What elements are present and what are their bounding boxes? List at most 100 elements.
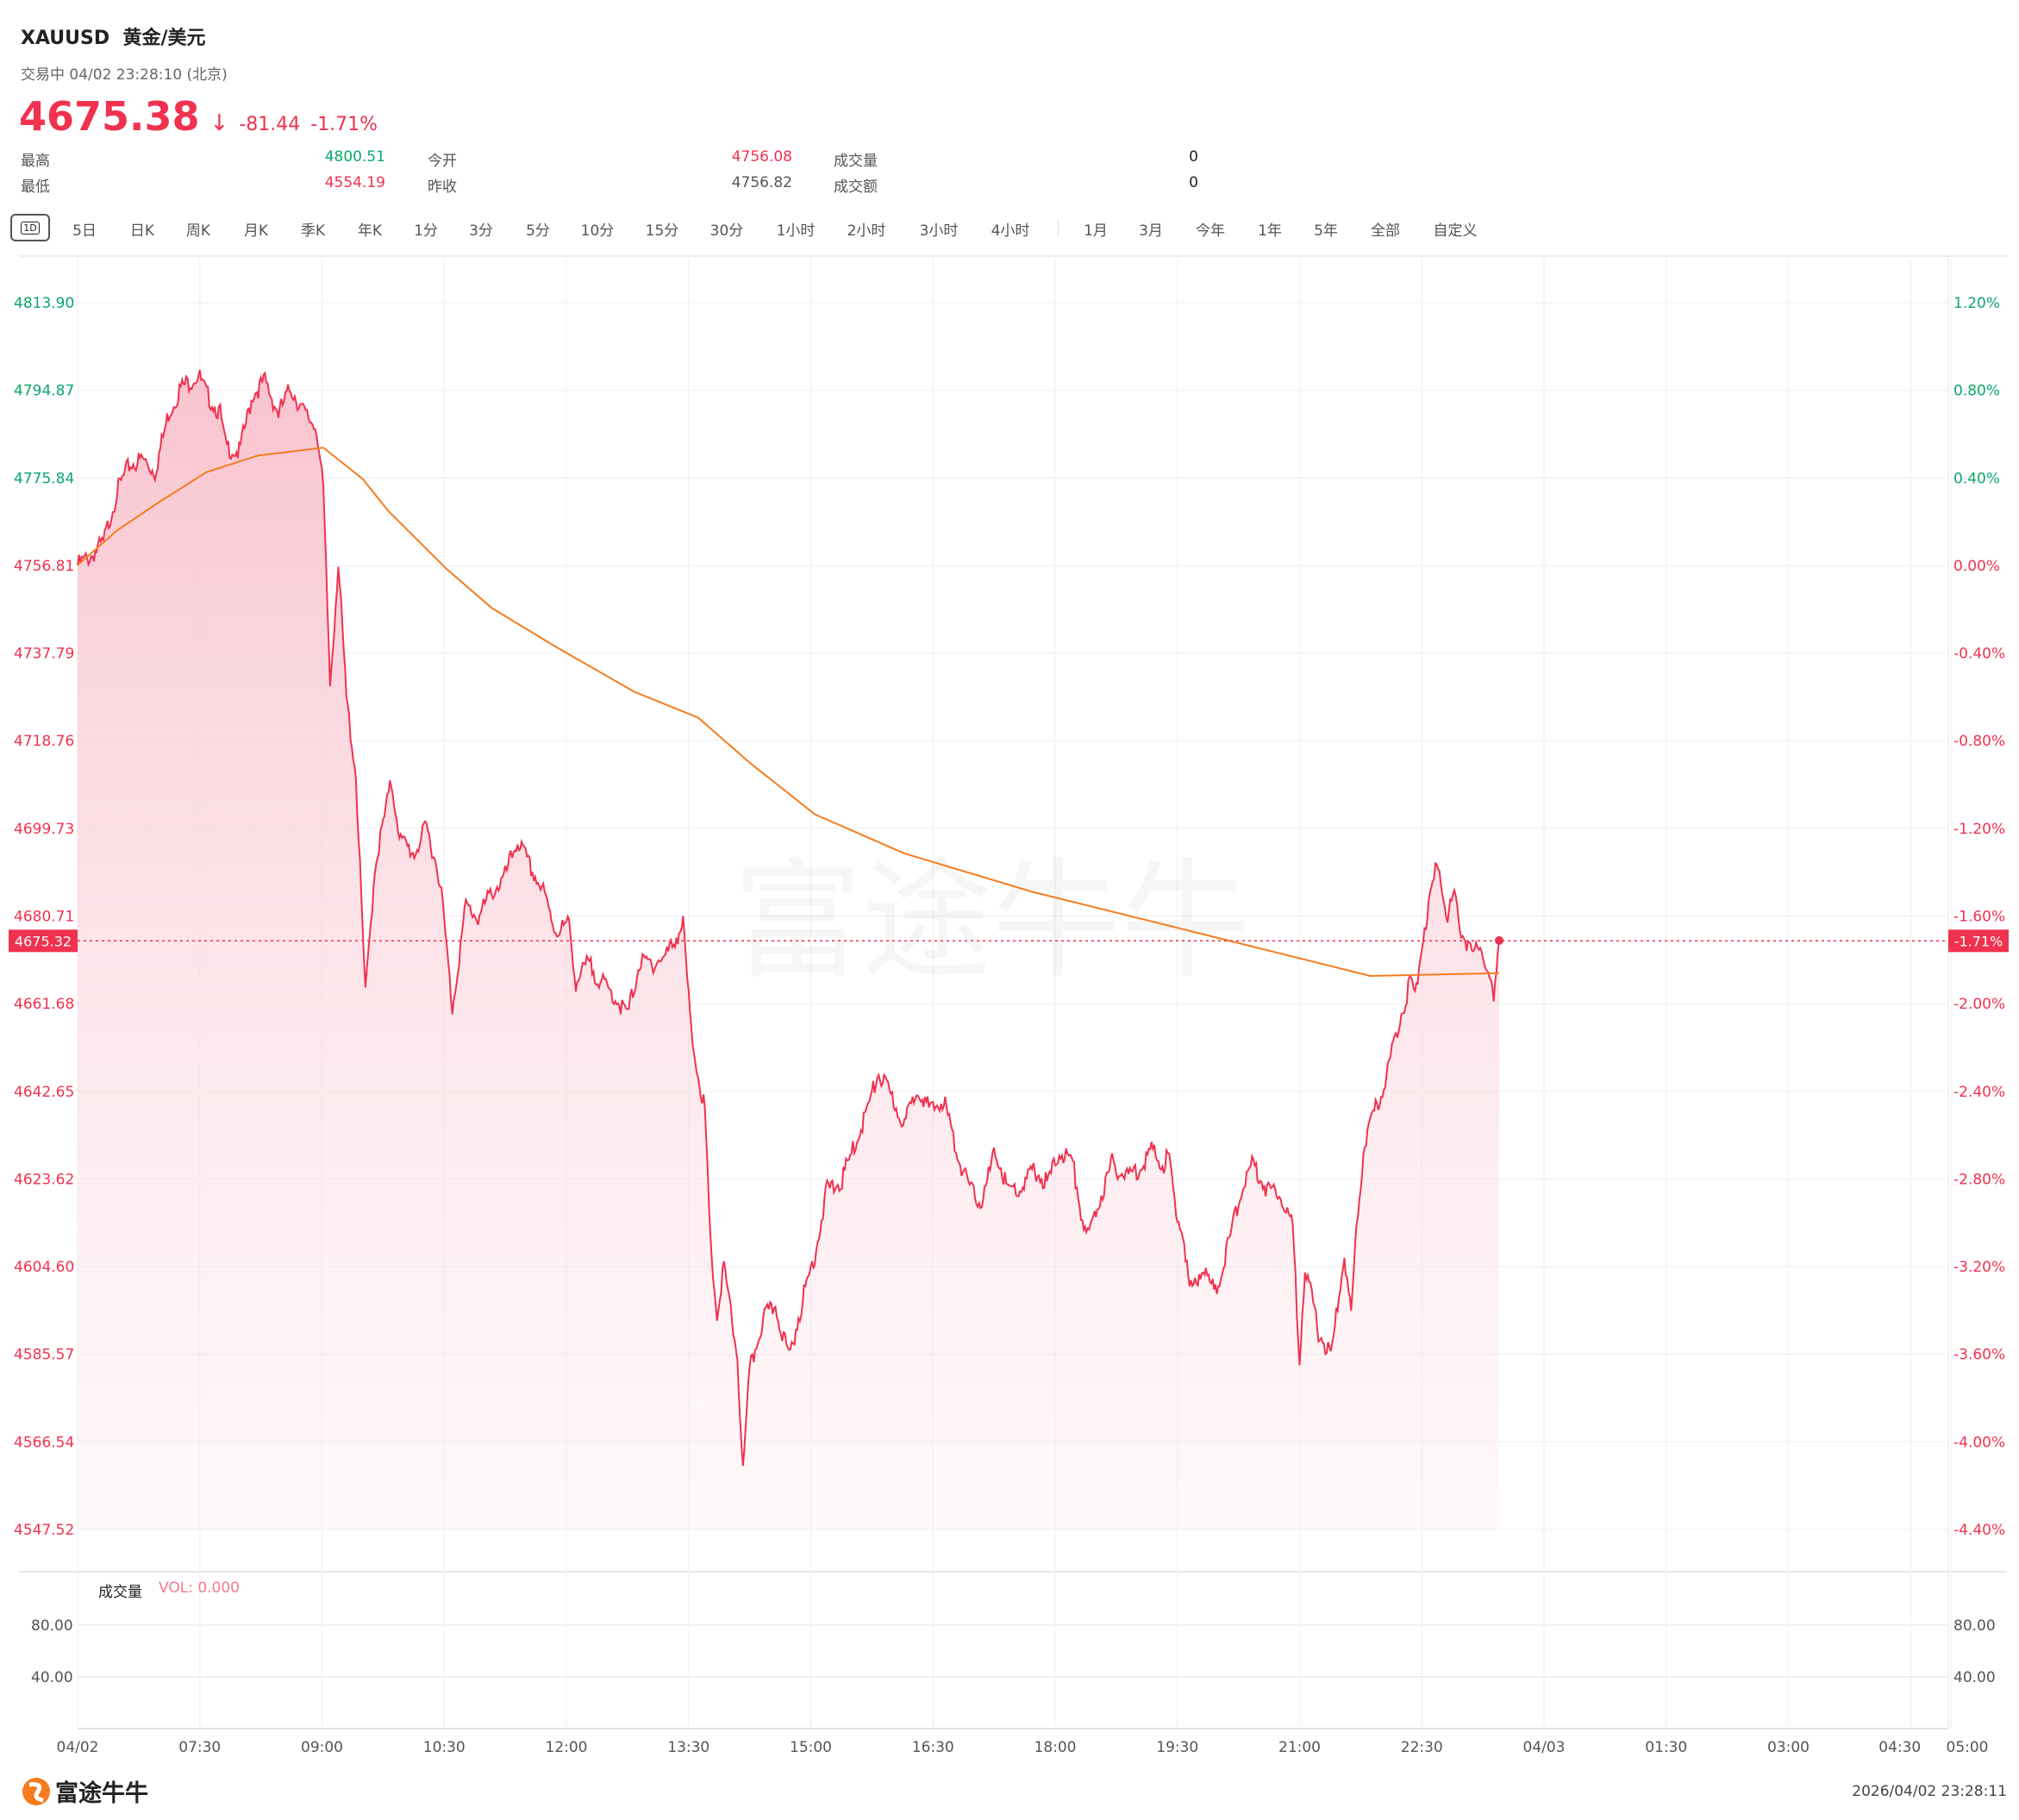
stat-label-high: 最高: [21, 153, 50, 170]
tab-1[interactable]: 日K: [129, 222, 155, 240]
volume-value: VOL: 0.000: [159, 1579, 240, 1597]
current-pct-tag-text: -1.71%: [1954, 933, 2003, 949]
tab-16[interactable]: 1月: [1084, 222, 1108, 240]
y-tick-label: 4547.52: [14, 1522, 74, 1539]
tab-5[interactable]: 年K: [357, 222, 383, 240]
tab-0[interactable]: 5日: [72, 222, 97, 240]
x-tick-label: 04:30: [1878, 1739, 1921, 1756]
x-tick-label: 03:00: [1767, 1739, 1810, 1756]
y-tick-label: 4585.57: [14, 1347, 74, 1364]
y-tick-label: 4661.68: [14, 996, 74, 1013]
futu-logo-icon: [22, 1777, 50, 1805]
y-tick-pct-label: -3.20%: [1953, 1259, 2005, 1276]
x-tick-label: 01:30: [1645, 1739, 1687, 1756]
y-tick-label: 4775.84: [14, 470, 74, 487]
y-tick-label: 4699.73: [14, 821, 74, 838]
tab-4[interactable]: 季K: [300, 222, 326, 240]
price-line: [77, 369, 1500, 1467]
x-tick-label: 16:30: [912, 1739, 954, 1756]
y-tick-label: 4680.71: [14, 909, 74, 926]
x-tick-label: 10:30: [423, 1739, 466, 1756]
y-tick-label: 4756.81: [14, 558, 74, 575]
current-price-dot: [1495, 935, 1504, 945]
tab-1d[interactable]: 1D: [10, 214, 50, 241]
tab-6[interactable]: 1分: [414, 222, 438, 240]
x-tick-label: 18:00: [1035, 1739, 1077, 1756]
y-tick-label: 4737.79: [14, 646, 74, 663]
current-price-tag-text: 4675.32: [15, 933, 72, 949]
y-tick-label: 4604.60: [14, 1259, 74, 1276]
stat-value-turnover: 0: [1189, 174, 1198, 191]
x-tick-label: 07:30: [178, 1739, 221, 1756]
y-tick-pct-label: -3.60%: [1953, 1347, 2005, 1364]
symbol-title: XAUUSD 黄金/美元: [21, 28, 206, 49]
tab-3[interactable]: 月K: [243, 222, 269, 240]
y-tick-pct-label: -4.40%: [1953, 1522, 2005, 1539]
y-tick-pct-label: -2.00%: [1953, 996, 2005, 1013]
tab-10[interactable]: 15分: [645, 222, 679, 240]
tab-14[interactable]: 3小时: [919, 222, 959, 240]
average-price-line: [77, 447, 1500, 978]
x-tick-label: 15:00: [790, 1739, 832, 1756]
watermark: 富途牛牛: [733, 847, 1250, 997]
y-tick-pct-label: -2.40%: [1953, 1084, 2005, 1101]
stat-value-volume: 0: [1189, 148, 1198, 166]
tab-15[interactable]: 4小时: [991, 222, 1030, 240]
stat-value-high: 4800.51: [324, 148, 385, 166]
stat-value-open: 4756.08: [731, 148, 792, 166]
tab-19[interactable]: 1年: [1258, 222, 1282, 240]
x-tick-label: 04/03: [1523, 1739, 1566, 1756]
tab-9[interactable]: 10分: [580, 222, 615, 240]
y-tick-label: 4642.65: [14, 1084, 74, 1101]
volume-tick-label: 80.00: [31, 1617, 73, 1635]
tab-17[interactable]: 3月: [1139, 222, 1163, 240]
tab-13[interactable]: 2小时: [847, 222, 886, 240]
tab-20[interactable]: 5年: [1314, 222, 1338, 240]
volume-tick-label-right: 40.00: [1953, 1669, 1996, 1686]
stat-value-low: 4554.19: [324, 174, 385, 191]
price-area-fill: [78, 370, 1500, 1529]
stat-label-turnover: 成交额: [834, 178, 878, 196]
y-tick-label: 4566.54: [14, 1434, 74, 1451]
tab-12[interactable]: 1小时: [776, 222, 816, 240]
tab-22[interactable]: 自定义: [1433, 222, 1478, 240]
price-row: 4675.38 ↓ -81.44 -1.71%: [19, 93, 378, 140]
price-change: -81.44: [239, 114, 301, 135]
y-tick-pct-label: -4.00%: [1953, 1434, 2005, 1451]
tab-21[interactable]: 全部: [1371, 222, 1400, 240]
tab-11[interactable]: 30分: [709, 222, 744, 240]
y-tick-label: 4813.90: [14, 295, 74, 312]
y-tick-pct-label: -0.80%: [1953, 733, 2005, 750]
down-arrow-icon: ↓: [209, 110, 229, 136]
trading-status: 交易中 04/02 23:28:10 (北京): [21, 66, 228, 84]
last-price: 4675.38: [19, 93, 200, 140]
tab-2[interactable]: 周K: [185, 222, 211, 240]
stat-label-prev-close: 昨收: [428, 178, 457, 196]
x-tick-label: 04/02: [57, 1739, 99, 1756]
x-tick-label: 09:00: [301, 1739, 343, 1756]
x-tick-label: 19:30: [1156, 1739, 1198, 1756]
y-tick-pct-label: 1.20%: [1953, 295, 2000, 312]
y-tick-pct-label: 0.40%: [1953, 470, 2000, 487]
stat-label-open: 今开: [428, 153, 457, 170]
y-tick-pct-label: -1.20%: [1953, 821, 2005, 838]
tab-8[interactable]: 5分: [526, 222, 550, 240]
y-tick-label: 4718.76: [14, 733, 74, 750]
stat-label-low: 最低: [21, 178, 50, 196]
brand-logo: 富途牛牛: [21, 1774, 148, 1808]
toolbar-divider: [1058, 220, 1059, 237]
stat-label-volume: 成交量: [834, 153, 878, 170]
tab-18[interactable]: 今年: [1196, 222, 1225, 240]
tab-7[interactable]: 3分: [469, 222, 493, 240]
x-tick-label: 05:00: [1947, 1739, 1989, 1756]
y-tick-label: 4623.62: [14, 1171, 74, 1188]
stat-value-prev-close: 4756.82: [731, 174, 792, 191]
x-tick-label: 22:30: [1401, 1739, 1443, 1756]
y-tick-pct-label: -2.80%: [1953, 1171, 2005, 1188]
footer-timestamp: 2026/04/02 23:28:11: [1852, 1783, 2007, 1800]
current-pct-tag: [1948, 929, 2009, 953]
volume-label: 成交量: [98, 1584, 142, 1601]
volume-tick-label: 40.00: [31, 1669, 73, 1686]
x-tick-label: 13:30: [667, 1739, 709, 1756]
